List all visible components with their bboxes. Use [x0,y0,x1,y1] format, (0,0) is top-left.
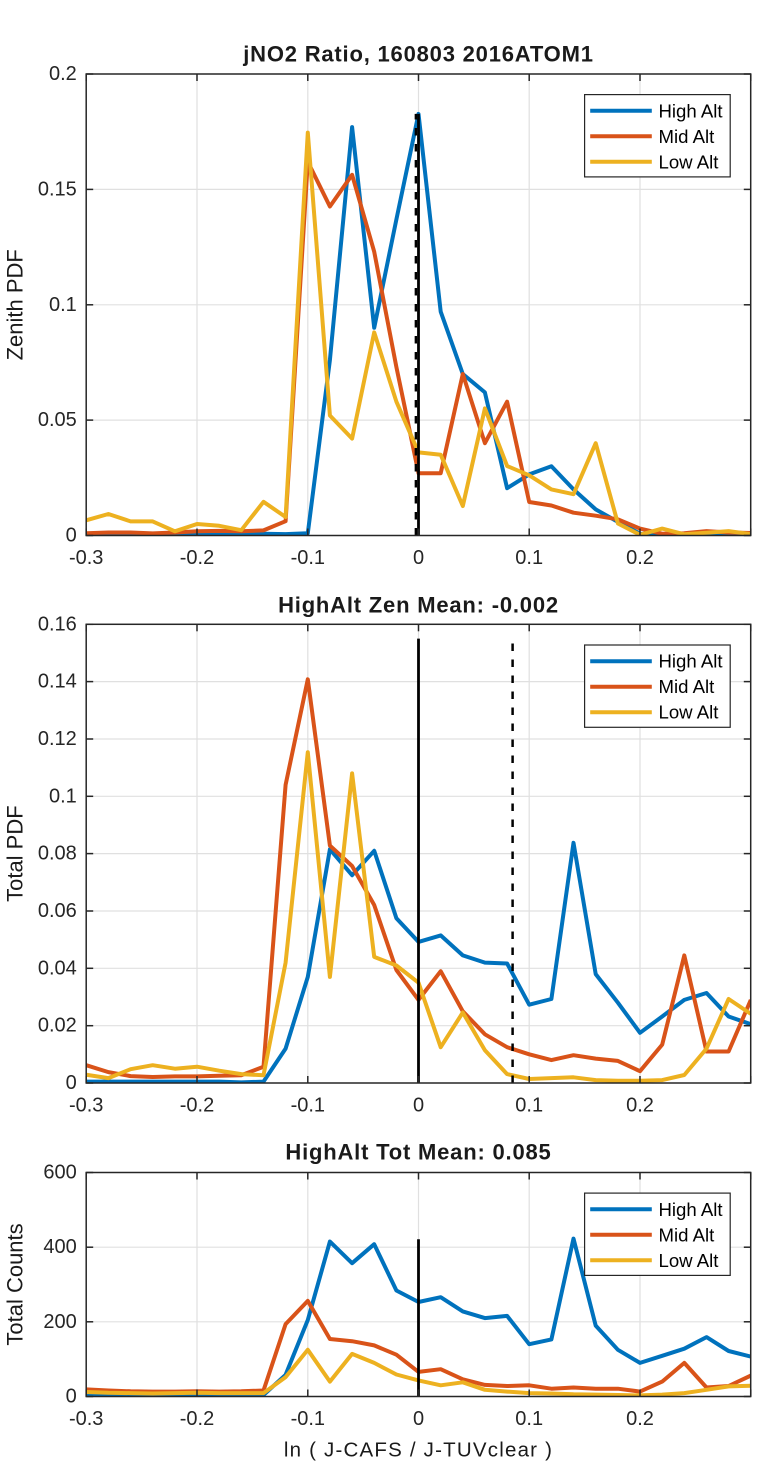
svg-text:0.1: 0.1 [515,1408,543,1430]
svg-text:0.04: 0.04 [38,957,77,979]
svg-text:-0.2: -0.2 [180,1408,214,1430]
svg-text:0.2: 0.2 [626,1094,654,1116]
svg-text:High Alt: High Alt [659,1199,724,1220]
svg-text:0: 0 [66,1386,77,1408]
svg-text:0.14: 0.14 [38,671,77,693]
svg-text:-0.3: -0.3 [69,1094,103,1116]
svg-text:0: 0 [413,547,424,569]
svg-text:-0.2: -0.2 [180,1094,214,1116]
svg-text:-0.1: -0.1 [291,1408,325,1430]
svg-text:-0.2: -0.2 [180,547,214,569]
svg-text:0.02: 0.02 [38,1015,77,1037]
svg-text:0.08: 0.08 [38,843,77,865]
svg-text:High Alt: High Alt [659,651,724,672]
svg-text:0: 0 [413,1094,424,1116]
svg-text:-0.3: -0.3 [69,547,103,569]
svg-text:0.1: 0.1 [515,547,543,569]
svg-text:Mid Alt: Mid Alt [659,676,716,697]
svg-text:0: 0 [66,1072,77,1094]
svg-text:0.06: 0.06 [38,900,77,922]
svg-text:600: 600 [43,1162,76,1184]
svg-text:Zenith PDF: Zenith PDF [3,249,28,360]
svg-text:HighAlt Tot Mean: 0.085: HighAlt Tot Mean: 0.085 [285,1140,551,1165]
svg-text:200: 200 [43,1311,76,1333]
svg-text:High Alt: High Alt [659,100,724,121]
svg-text:0.05: 0.05 [38,409,77,431]
svg-text:0.2: 0.2 [626,547,654,569]
svg-text:0.1: 0.1 [515,1094,543,1116]
svg-text:-0.3: -0.3 [69,1408,103,1430]
svg-text:0.2: 0.2 [626,1408,654,1430]
svg-text:jNO2 Ratio, 160803 2016ATOM1: jNO2 Ratio, 160803 2016ATOM1 [242,42,594,67]
svg-text:Low Alt: Low Alt [659,1250,720,1271]
svg-text:Mid Alt: Mid Alt [659,1224,716,1245]
svg-text:0.2: 0.2 [49,63,77,85]
svg-text:400: 400 [43,1236,76,1258]
svg-text:0.1: 0.1 [49,294,77,316]
svg-text:0.15: 0.15 [38,178,77,200]
svg-text:-0.1: -0.1 [291,1094,325,1116]
svg-text:-0.1: -0.1 [291,547,325,569]
svg-text:ln ( J-CAFS / J-TUVclear ): ln ( J-CAFS / J-TUVclear ) [284,1438,553,1461]
svg-text:Low Alt: Low Alt [659,702,720,723]
svg-text:Total Counts: Total Counts [3,1223,28,1345]
svg-text:0: 0 [413,1408,424,1430]
svg-text:0.16: 0.16 [38,613,77,635]
svg-text:Total PDF: Total PDF [3,805,28,902]
svg-text:Mid Alt: Mid Alt [659,126,716,147]
svg-text:0: 0 [66,525,77,547]
svg-text:0.1: 0.1 [49,785,77,807]
svg-text:0.12: 0.12 [38,728,77,750]
svg-text:HighAlt Zen Mean: -0.002: HighAlt Zen Mean: -0.002 [278,593,559,618]
svg-text:Low Alt: Low Alt [659,151,720,172]
